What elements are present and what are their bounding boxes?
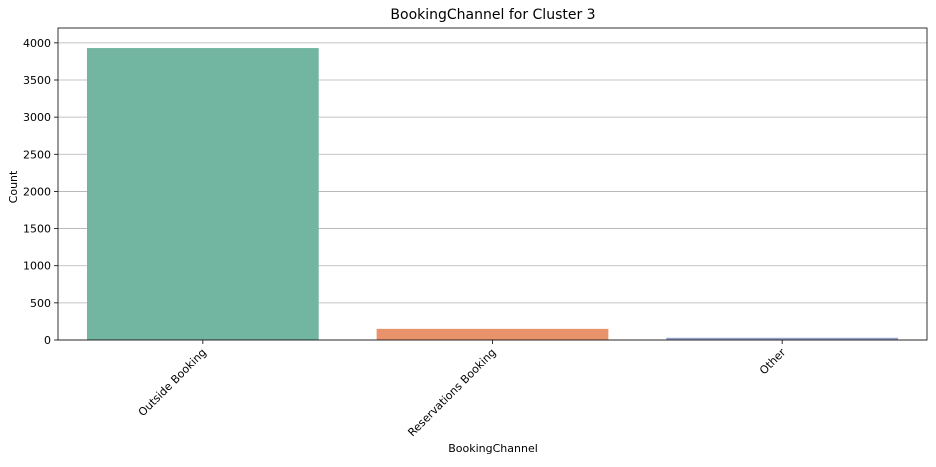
bars	[86, 48, 899, 341]
y-tick-label: 3000	[23, 111, 51, 124]
chart-title: BookingChannel for Cluster 3	[390, 7, 595, 23]
bar-other	[666, 337, 899, 340]
bar-outside-booking	[86, 48, 319, 341]
y-tick-label: 1000	[23, 260, 51, 273]
y-tick-label: 1500	[23, 223, 51, 236]
bar-reservations-booking	[376, 328, 609, 340]
y-ticks: 0 500 1000 1500 2000 2500 3000 3500 4000	[23, 37, 58, 347]
x-tick-label: Other	[757, 346, 789, 378]
x-tick-label: Reservations Booking	[405, 346, 498, 439]
x-tick-label: Outside Booking	[136, 346, 209, 419]
y-tick-label: 2000	[23, 185, 51, 198]
y-tick-label: 2500	[23, 148, 51, 161]
y-tick-label: 3500	[23, 74, 51, 87]
y-tick-label: 0	[44, 334, 51, 347]
y-axis-label: Count	[7, 170, 20, 203]
x-axis-label: BookingChannel	[448, 442, 538, 455]
y-tick-label: 500	[30, 297, 51, 310]
y-tick-label: 4000	[23, 37, 51, 50]
x-ticks: Outside Booking Reservations Booking Other	[136, 340, 789, 439]
